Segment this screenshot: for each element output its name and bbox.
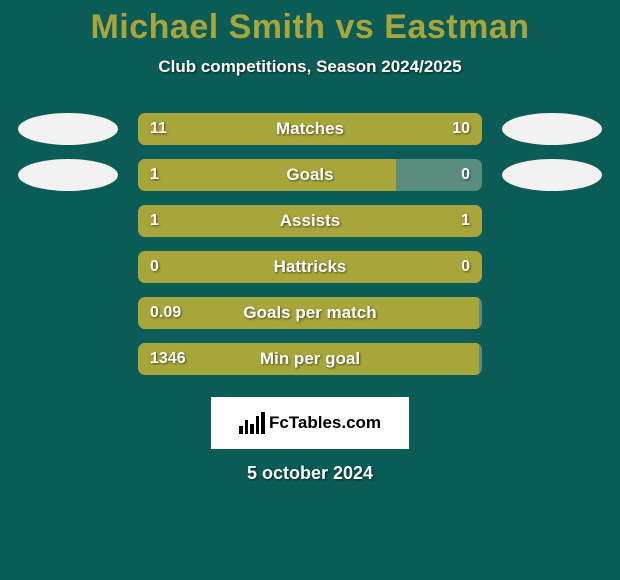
badge-placeholder	[502, 205, 602, 237]
stat-value-left: 1	[150, 166, 159, 184]
fctables-logo: FcTables.com	[211, 397, 409, 449]
stat-bar: 11 10 Matches	[138, 113, 482, 145]
footer-date: 5 october 2024	[0, 463, 620, 484]
stat-label: Goals per match	[243, 303, 376, 323]
stat-label: Goals	[286, 165, 333, 185]
stats-list: 1110Matches10Goals11Assists00Hattricks0.…	[0, 113, 620, 375]
stat-bar: 0.09 Goals per match	[138, 297, 482, 329]
player-badge-right	[502, 113, 602, 145]
stat-row: 1 1 Assists	[0, 205, 620, 237]
barchart-icon	[239, 412, 265, 434]
badge-placeholder	[18, 297, 118, 329]
stat-value-left: 0.09	[150, 304, 181, 322]
badge-placeholder	[18, 205, 118, 237]
badge-placeholder	[502, 343, 602, 375]
stat-bar: 1346 Min per goal	[138, 343, 482, 375]
stat-value-right: 1	[461, 212, 470, 230]
stat-bar: 1 1 Assists	[138, 205, 482, 237]
stat-row: 1346 Min per goal	[0, 343, 620, 375]
stat-value-right: 0	[461, 258, 470, 276]
stat-label: Min per goal	[260, 349, 360, 369]
bar-fill-left	[138, 159, 396, 191]
stat-row: 1 0 Goals	[0, 159, 620, 191]
badge-placeholder	[502, 251, 602, 283]
stat-row: 0.09 Goals per match	[0, 297, 620, 329]
stat-value-left: 1346	[150, 350, 186, 368]
player-badge-right	[502, 159, 602, 191]
stat-bar: 1 0 Goals	[138, 159, 482, 191]
stat-bar: 0 0 Hattricks	[138, 251, 482, 283]
stat-label: Matches	[276, 119, 344, 139]
player-badge-left	[18, 159, 118, 191]
stat-label: Hattricks	[274, 257, 347, 277]
stat-row: 11 10 Matches	[0, 113, 620, 145]
page-title: Michael Smith vs Eastman	[0, 8, 620, 47]
logo-text: FcTables.com	[269, 413, 381, 433]
stat-value-right: 0	[461, 166, 470, 184]
badge-placeholder	[18, 343, 118, 375]
page-subtitle: Club competitions, Season 2024/2025	[0, 57, 620, 77]
stat-label: Assists	[280, 211, 340, 231]
stat-value-right: 10	[452, 120, 470, 138]
stat-value-left: 1	[150, 212, 159, 230]
badge-placeholder	[18, 251, 118, 283]
stat-row: 0 0 Hattricks	[0, 251, 620, 283]
player-badge-left	[18, 113, 118, 145]
stat-value-left: 11	[150, 120, 167, 138]
stat-value-left: 0	[150, 258, 159, 276]
badge-placeholder	[502, 297, 602, 329]
